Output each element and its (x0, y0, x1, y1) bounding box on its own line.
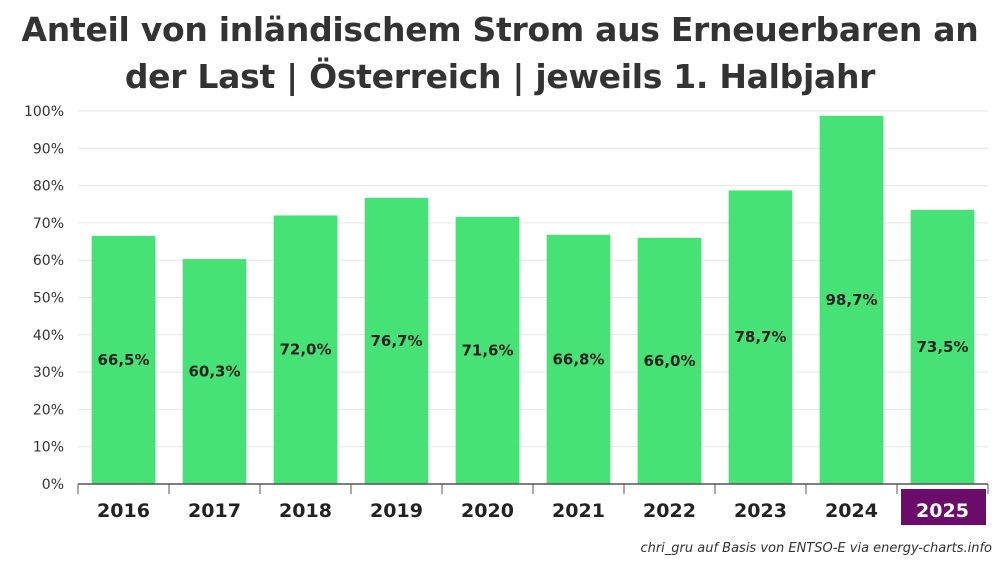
chart-title-line-1: Anteil von inländischem Strom aus Erneue… (21, 10, 979, 49)
y-tick-label-70: 70% (33, 216, 64, 232)
y-tick-label-90: 90% (33, 141, 64, 157)
x-tick-label-2019: 2019 (370, 500, 423, 522)
x-tick-label-2017: 2017 (188, 500, 241, 522)
y-tick-label-50: 50% (33, 291, 64, 307)
y-tick-label-60: 60% (33, 253, 64, 269)
source-credit: chri_gru auf Basis von ENTSO-E via energ… (640, 541, 992, 556)
bar-2024 (819, 115, 884, 484)
bar-2019 (364, 197, 429, 484)
x-tick-label-2024: 2024 (825, 500, 878, 522)
bar-2022 (637, 237, 702, 484)
bar-2016 (91, 235, 156, 484)
x-tick-label-2022: 2022 (643, 500, 696, 522)
x-axis: 2016 2017 2018 2019 2020 2021 2022 2023 2024 2025 (77, 483, 989, 525)
value-label-2025: 73,5% (916, 338, 968, 356)
y-tick-label-10: 10% (33, 440, 64, 456)
value-label-2022: 66,0% (643, 352, 695, 370)
bar-2021 (546, 234, 611, 484)
value-label-2018: 72,0% (279, 341, 331, 359)
bar-2025 (910, 209, 975, 484)
x-tick-label-2018: 2018 (279, 500, 332, 522)
y-tick-label-80: 80% (33, 179, 64, 195)
value-label-2024: 98,7% (825, 291, 877, 309)
y-axis-ticks: 0% 10% 20% 30% 40% 50% 60% 70% 80% 90% 100% (24, 104, 64, 493)
value-label-2023: 78,7% (734, 328, 786, 346)
x-tick-label-2023: 2023 (734, 500, 787, 522)
bar-2018 (273, 215, 338, 484)
chart-title-line-2: der Last | Österreich | jeweils 1. Halbj… (124, 57, 876, 96)
value-label-2021: 66,8% (552, 350, 604, 368)
x-tick-label-2021: 2021 (552, 500, 605, 522)
bar-2017 (182, 259, 247, 484)
chart-title: Anteil von inländischem Strom aus Erneue… (0, 6, 1000, 100)
bar-2020 (455, 216, 520, 484)
value-label-2020: 71,6% (461, 341, 513, 359)
y-tick-label-100: 100% (24, 104, 64, 120)
y-tick-label-20: 20% (33, 402, 64, 418)
bars (91, 115, 975, 484)
value-label-2016: 66,5% (97, 351, 149, 369)
x-tick-label-2020: 2020 (461, 500, 514, 522)
value-label-2017: 60,3% (188, 363, 240, 381)
highlight-box-2025 (901, 489, 986, 525)
x-tick-label-2016: 2016 (97, 500, 150, 522)
x-tick-label-2025: 2025 (916, 500, 969, 522)
y-tick-label-0: 0% (42, 477, 64, 493)
bar-2023 (728, 190, 793, 484)
y-tick-label-40: 40% (33, 328, 64, 344)
y-tick-label-30: 30% (33, 365, 64, 381)
value-label-2019: 76,7% (370, 332, 422, 350)
value-labels: 66,5% 60,3% 72,0% 76,7% 71,6% 66,8% 66,0% 78,7%… (97, 291, 968, 381)
